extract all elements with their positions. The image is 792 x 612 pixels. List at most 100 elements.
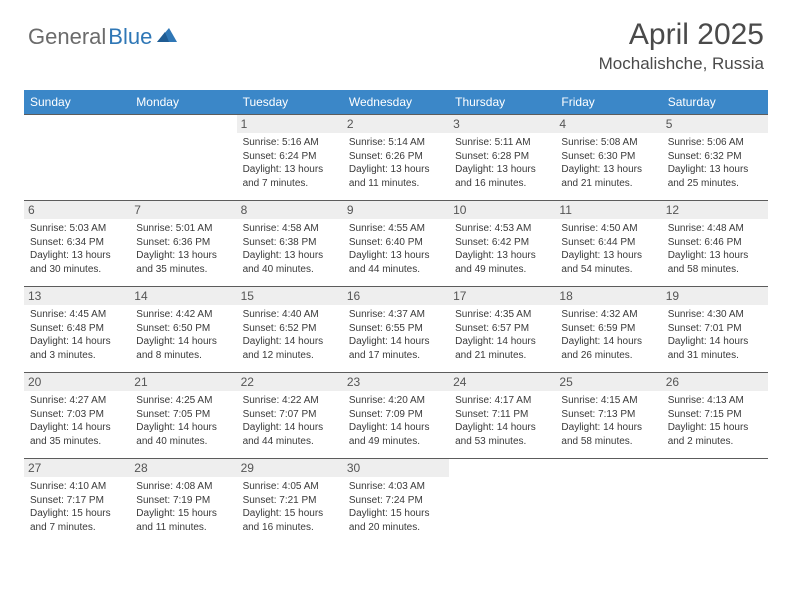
daylight-text: Daylight: 14 hours and 53 minutes.: [455, 421, 549, 448]
daylight-text: Daylight: 14 hours and 17 minutes.: [349, 335, 443, 362]
brand-logo: General Blue: [28, 18, 179, 50]
sunrise-text: Sunrise: 4:55 AM: [349, 222, 443, 236]
calendar-day-cell: 7Sunrise: 5:01 AMSunset: 6:36 PMDaylight…: [130, 200, 236, 286]
sunrise-text: Sunrise: 4:45 AM: [30, 308, 124, 322]
daylight-text: Daylight: 15 hours and 2 minutes.: [668, 421, 762, 448]
day-number: 13: [24, 287, 130, 305]
sunrise-text: Sunrise: 4:27 AM: [30, 394, 124, 408]
sunrise-text: Sunrise: 5:14 AM: [349, 136, 443, 150]
sunset-text: Sunset: 7:19 PM: [136, 494, 230, 508]
calendar-day-cell: 22Sunrise: 4:22 AMSunset: 7:07 PMDayligh…: [237, 372, 343, 458]
daylight-text: Daylight: 13 hours and 30 minutes.: [30, 249, 124, 276]
sunset-text: Sunset: 7:15 PM: [668, 408, 762, 422]
day-number: 19: [662, 287, 768, 305]
daylight-text: Daylight: 13 hours and 49 minutes.: [455, 249, 549, 276]
day-number: 12: [662, 201, 768, 219]
sunrise-text: Sunrise: 5:06 AM: [668, 136, 762, 150]
daylight-text: Daylight: 14 hours and 26 minutes.: [561, 335, 655, 362]
day-number: 3: [449, 115, 555, 133]
daylight-text: Daylight: 13 hours and 16 minutes.: [455, 163, 549, 190]
sunrise-text: Sunrise: 4:40 AM: [243, 308, 337, 322]
calendar-day-cell: 27Sunrise: 4:10 AMSunset: 7:17 PMDayligh…: [24, 458, 130, 544]
sunrise-text: Sunrise: 4:13 AM: [668, 394, 762, 408]
daylight-text: Daylight: 15 hours and 20 minutes.: [349, 507, 443, 534]
sunrise-text: Sunrise: 4:03 AM: [349, 480, 443, 494]
day-number: 2: [343, 115, 449, 133]
sunrise-text: Sunrise: 4:30 AM: [668, 308, 762, 322]
calendar-day-cell: 14Sunrise: 4:42 AMSunset: 6:50 PMDayligh…: [130, 286, 236, 372]
calendar-empty-cell: [555, 458, 661, 544]
page-header: General Blue April 2025 Mochalishche, Ru…: [0, 0, 792, 80]
sunrise-text: Sunrise: 4:10 AM: [30, 480, 124, 494]
day-number: 5: [662, 115, 768, 133]
daylight-text: Daylight: 13 hours and 11 minutes.: [349, 163, 443, 190]
calendar-week-row: 27Sunrise: 4:10 AMSunset: 7:17 PMDayligh…: [24, 458, 768, 544]
day-number: 1: [237, 115, 343, 133]
sunrise-text: Sunrise: 4:05 AM: [243, 480, 337, 494]
calendar-day-cell: 30Sunrise: 4:03 AMSunset: 7:24 PMDayligh…: [343, 458, 449, 544]
daylight-text: Daylight: 14 hours and 44 minutes.: [243, 421, 337, 448]
day-number: 16: [343, 287, 449, 305]
sunrise-text: Sunrise: 5:08 AM: [561, 136, 655, 150]
sunset-text: Sunset: 6:38 PM: [243, 236, 337, 250]
weekday-header: Thursday: [449, 90, 555, 114]
calendar-day-cell: 25Sunrise: 4:15 AMSunset: 7:13 PMDayligh…: [555, 372, 661, 458]
sunrise-text: Sunrise: 4:50 AM: [561, 222, 655, 236]
calendar-day-cell: 26Sunrise: 4:13 AMSunset: 7:15 PMDayligh…: [662, 372, 768, 458]
sunset-text: Sunset: 6:44 PM: [561, 236, 655, 250]
daylight-text: Daylight: 15 hours and 16 minutes.: [243, 507, 337, 534]
daylight-text: Daylight: 13 hours and 44 minutes.: [349, 249, 443, 276]
calendar-table: SundayMondayTuesdayWednesdayThursdayFrid…: [24, 90, 768, 544]
sunrise-text: Sunrise: 4:20 AM: [349, 394, 443, 408]
calendar-day-cell: 4 Sunrise: 5:08 AMSunset: 6:30 PMDaylight…: [555, 114, 661, 200]
daylight-text: Daylight: 13 hours and 21 minutes.: [561, 163, 655, 190]
sunrise-text: Sunrise: 5:03 AM: [30, 222, 124, 236]
weekday-header: Sunday: [24, 90, 130, 114]
day-number: 4: [555, 115, 661, 133]
day-number: 15: [237, 287, 343, 305]
calendar-day-cell: 15Sunrise: 4:40 AMSunset: 6:52 PMDayligh…: [237, 286, 343, 372]
calendar-day-cell: 23Sunrise: 4:20 AMSunset: 7:09 PMDayligh…: [343, 372, 449, 458]
day-number: 11: [555, 201, 661, 219]
daylight-text: Daylight: 14 hours and 35 minutes.: [30, 421, 124, 448]
brand-text-blue: Blue: [108, 24, 152, 50]
day-number: 29: [237, 459, 343, 477]
day-number: 6: [24, 201, 130, 219]
calendar-day-cell: 21Sunrise: 4:25 AMSunset: 7:05 PMDayligh…: [130, 372, 236, 458]
weekday-header: Friday: [555, 90, 661, 114]
sunset-text: Sunset: 6:26 PM: [349, 150, 443, 164]
daylight-text: Daylight: 14 hours and 31 minutes.: [668, 335, 762, 362]
sunrise-text: Sunrise: 4:17 AM: [455, 394, 549, 408]
calendar-week-row: 20Sunrise: 4:27 AMSunset: 7:03 PMDayligh…: [24, 372, 768, 458]
brand-text-general: General: [28, 24, 106, 50]
sunrise-text: Sunrise: 4:53 AM: [455, 222, 549, 236]
day-number: 9: [343, 201, 449, 219]
sunset-text: Sunset: 7:09 PM: [349, 408, 443, 422]
calendar-day-cell: 5Sunrise: 5:06 AMSunset: 6:32 PMDaylight…: [662, 114, 768, 200]
daylight-text: Daylight: 13 hours and 7 minutes.: [243, 163, 337, 190]
calendar-day-cell: 13Sunrise: 4:45 AMSunset: 6:48 PMDayligh…: [24, 286, 130, 372]
sunset-text: Sunset: 7:21 PM: [243, 494, 337, 508]
daylight-text: Daylight: 14 hours and 40 minutes.: [136, 421, 230, 448]
calendar-day-cell: 1Sunrise: 5:16 AMSunset: 6:24 PMDaylight…: [237, 114, 343, 200]
sunset-text: Sunset: 6:24 PM: [243, 150, 337, 164]
calendar-header-row: SundayMondayTuesdayWednesdayThursdayFrid…: [24, 90, 768, 114]
title-block: April 2025 Mochalishche, Russia: [599, 18, 764, 74]
calendar-week-row: 6Sunrise: 5:03 AMSunset: 6:34 PMDaylight…: [24, 200, 768, 286]
calendar-empty-cell: [662, 458, 768, 544]
day-number: 10: [449, 201, 555, 219]
daylight-text: Daylight: 13 hours and 54 minutes.: [561, 249, 655, 276]
day-number: 7: [130, 201, 236, 219]
sunset-text: Sunset: 6:30 PM: [561, 150, 655, 164]
calendar-day-cell: 11 Sunrise: 4:50 AMSunset: 6:44 PMDayligh…: [555, 200, 661, 286]
daylight-text: Daylight: 13 hours and 40 minutes.: [243, 249, 337, 276]
sunset-text: Sunset: 6:46 PM: [668, 236, 762, 250]
sunset-text: Sunset: 6:34 PM: [30, 236, 124, 250]
daylight-text: Daylight: 13 hours and 25 minutes.: [668, 163, 762, 190]
calendar-day-cell: 17Sunrise: 4:35 AMSunset: 6:57 PMDayligh…: [449, 286, 555, 372]
sunrise-text: Sunrise: 5:11 AM: [455, 136, 549, 150]
sunset-text: Sunset: 7:11 PM: [455, 408, 549, 422]
day-number: 21: [130, 373, 236, 391]
sunset-text: Sunset: 6:48 PM: [30, 322, 124, 336]
calendar-day-cell: 18Sunrise: 4:32 AMSunset: 6:59 PMDayligh…: [555, 286, 661, 372]
